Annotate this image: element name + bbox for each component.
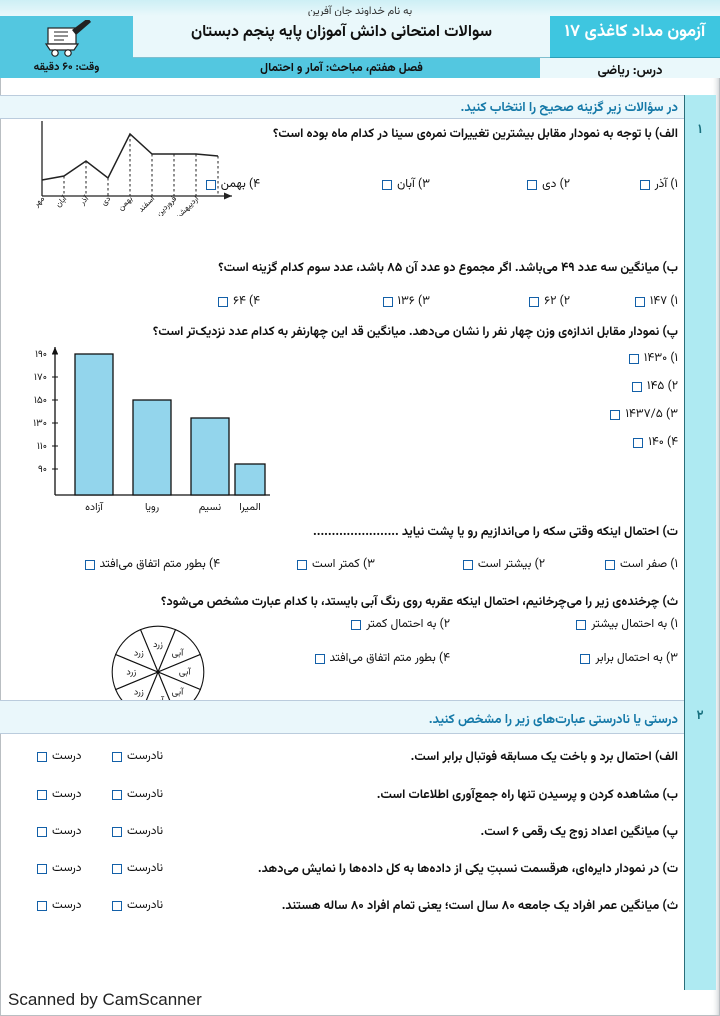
svg-text:زرد: زرد xyxy=(134,686,144,700)
svg-text:آبی: آبی xyxy=(172,686,184,700)
svg-text:۱۳۰: ۱۳۰ xyxy=(33,417,47,432)
svg-text:المیرا: المیرا xyxy=(239,499,260,516)
svg-text:۱۷۰: ۱۷۰ xyxy=(34,371,47,386)
svg-text:۱۹۰: ۱۹۰ xyxy=(35,348,47,363)
svg-text:رویا: رویا xyxy=(145,499,160,516)
svg-text:زرد: زرد xyxy=(153,638,163,652)
svg-text:زرد: زرد xyxy=(126,666,136,680)
svg-text:۱۱۰: ۱۱۰ xyxy=(37,440,47,455)
svg-text:آبی: آبی xyxy=(172,646,184,660)
svg-text:زرد: زرد xyxy=(134,646,144,660)
svg-text:آبی: آبی xyxy=(179,666,191,680)
svg-text:آزاده: آزاده xyxy=(85,499,104,516)
svg-text:بهمن: بهمن xyxy=(116,194,136,214)
svg-text:نسیم: نسیم xyxy=(199,499,221,516)
svg-text:۹۰: ۹۰ xyxy=(38,463,47,478)
svg-text:۱۵۰: ۱۵۰ xyxy=(34,394,47,409)
